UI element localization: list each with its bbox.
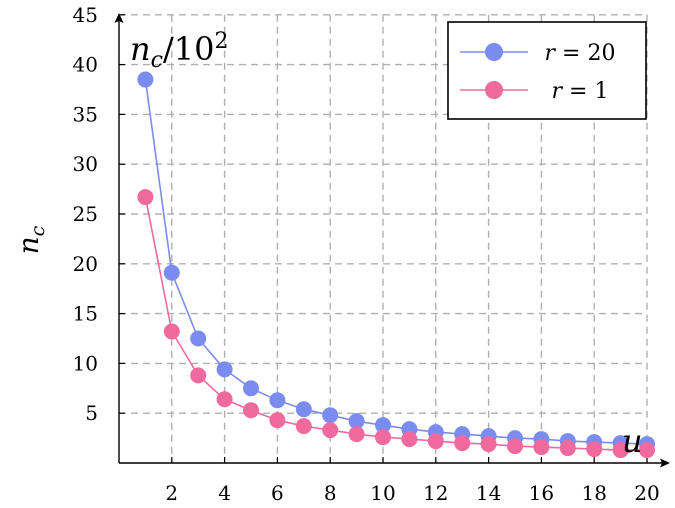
x-tick-label: 10 (370, 481, 395, 505)
series-line (144, 196, 647, 451)
x-tick-label: 12 (423, 481, 448, 505)
y-tick-label: 25 (73, 202, 98, 226)
y-tick-label: 15 (73, 302, 98, 326)
tick-labels: 2 4 6 8 10 12 14 16 18 20 5 10 15 20 25 30 35 40 45 (73, 3, 660, 505)
data-point (163, 264, 180, 281)
y-axis-label: nc (12, 225, 49, 254)
y-axis-arrow (114, 13, 124, 23)
series-line (144, 79, 648, 445)
data-point (507, 438, 523, 455)
y-tick-label: 5 (85, 401, 98, 425)
data-point (427, 433, 444, 450)
x-tick-label: 20 (634, 481, 659, 505)
y-tick-label: 30 (73, 152, 98, 176)
x-axis-label: u (622, 422, 643, 460)
x-tick-label: 16 (529, 481, 554, 505)
data-point (295, 401, 312, 418)
y-tick-label: 40 (73, 53, 98, 77)
data-point (243, 380, 259, 397)
data-point (216, 391, 233, 408)
data-point (639, 442, 655, 459)
data-point (401, 431, 418, 448)
x-tick-label: 4 (218, 481, 231, 505)
legend: r = 20 r = 1 (447, 21, 647, 120)
data-point (559, 440, 576, 457)
data-point (269, 412, 286, 429)
series-1 (137, 71, 655, 453)
y-unit-note: nc/102 (130, 29, 228, 73)
data-point (216, 361, 233, 378)
data-point (190, 330, 207, 347)
legend-marker (485, 81, 503, 99)
data-point (533, 439, 550, 456)
series-group (137, 71, 655, 459)
x-tick-label: 8 (324, 481, 337, 505)
legend-box (447, 21, 647, 120)
data-point (322, 407, 339, 424)
x-tick-label: 18 (581, 481, 606, 505)
data-point (190, 367, 207, 384)
data-point (243, 402, 259, 419)
data-point (454, 435, 471, 452)
data-point (586, 441, 603, 458)
data-point (269, 392, 286, 409)
data-point (137, 189, 154, 206)
x-tick-label: 6 (271, 481, 284, 505)
x-tick-label: 2 (165, 481, 178, 505)
legend-label: r = 20 (545, 41, 616, 66)
x-tick-label: 14 (476, 481, 501, 505)
axes (114, 13, 670, 468)
data-point (375, 429, 391, 446)
data-point (295, 418, 312, 435)
data-point (322, 422, 339, 439)
y-tick-label: 45 (73, 3, 98, 27)
legend-label: r = 1 (552, 79, 609, 104)
data-point (348, 426, 365, 443)
x-axis-arrow (660, 458, 670, 468)
y-tick-label: 20 (73, 252, 98, 276)
data-point (375, 417, 391, 434)
legend-marker (485, 43, 503, 61)
data-point (480, 436, 497, 453)
data-point (137, 71, 154, 88)
data-point (348, 413, 365, 430)
data-point (163, 323, 180, 340)
series-2 (137, 189, 655, 459)
y-tick-label: 10 (73, 351, 98, 375)
y-tick-label: 35 (73, 102, 98, 126)
data-point (612, 442, 629, 459)
